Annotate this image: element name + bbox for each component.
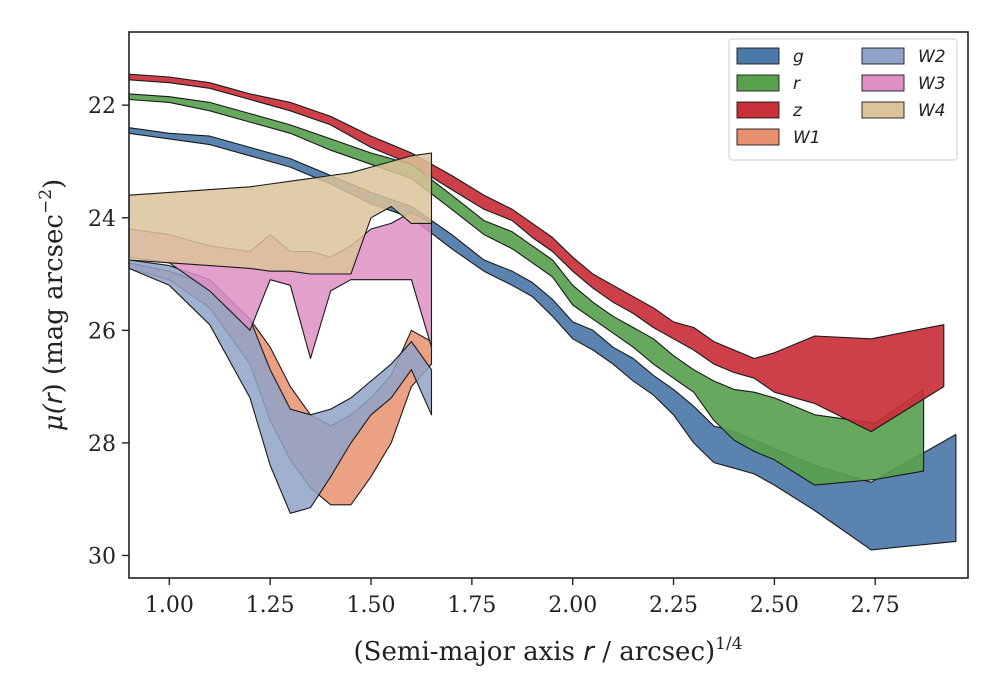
legend-label: r (793, 74, 801, 94)
x-tick-label: 2.50 (750, 593, 799, 618)
x-tick-label: 1.75 (447, 593, 496, 618)
y-tick-label: 22 (88, 94, 116, 119)
legend: grz W1 W2 W3 W4 (728, 38, 958, 161)
legend-label: W2 (918, 47, 946, 67)
legend-label: g (793, 47, 804, 67)
x-tick-label: 1.50 (347, 593, 396, 618)
legend-swatch (861, 47, 905, 65)
legend-item-w3: W3 (861, 74, 946, 94)
y-tick-label: 30 (88, 544, 116, 569)
y-tick-label: 24 (88, 207, 116, 232)
y-tick-label: 28 (88, 432, 116, 457)
legend-swatch (861, 101, 905, 119)
legend-swatch (736, 128, 780, 146)
x-tick-label: 2.25 (649, 593, 698, 618)
legend-swatch (736, 101, 780, 119)
y-axis: 22 24 26 28 30 (88, 94, 129, 569)
legend-item-w2: W2 (861, 47, 946, 67)
legend-item-g: g (736, 47, 804, 67)
legend-item-r: r (736, 74, 801, 94)
legend-item-w4: W4 (861, 101, 946, 121)
y-axis-title: μ(r) (mag arcsec−2) (36, 179, 69, 431)
x-tick-label: 1.00 (145, 593, 194, 618)
legend-label: W3 (918, 74, 946, 94)
legend-label: W1 (793, 128, 821, 148)
legend-swatch (861, 74, 905, 92)
legend-item-z: z (736, 101, 803, 121)
series-band-z (128, 73, 945, 433)
y-tick-label: 26 (88, 319, 116, 344)
series-band-w2 (128, 259, 433, 514)
series-band-w4 (128, 152, 433, 275)
x-tick-label: 1.25 (246, 593, 295, 618)
x-axis: 1.00 1.25 1.50 1.75 2.00 2.25 2.50 2.75 (145, 578, 900, 618)
legend-label: z (792, 101, 803, 121)
x-tick-label: 2.00 (548, 593, 597, 618)
x-axis-title: (Semi-major axis r / arcsec)1/4 (353, 634, 742, 667)
legend-swatch (736, 47, 780, 65)
legend-item-w1: W1 (736, 128, 821, 148)
legend-frame (728, 38, 958, 161)
series-layer (128, 73, 957, 551)
plot-frame (128, 31, 969, 579)
x-tick-label: 2.75 (851, 593, 900, 618)
legend-label: W4 (918, 101, 946, 121)
legend-swatch (736, 74, 780, 92)
